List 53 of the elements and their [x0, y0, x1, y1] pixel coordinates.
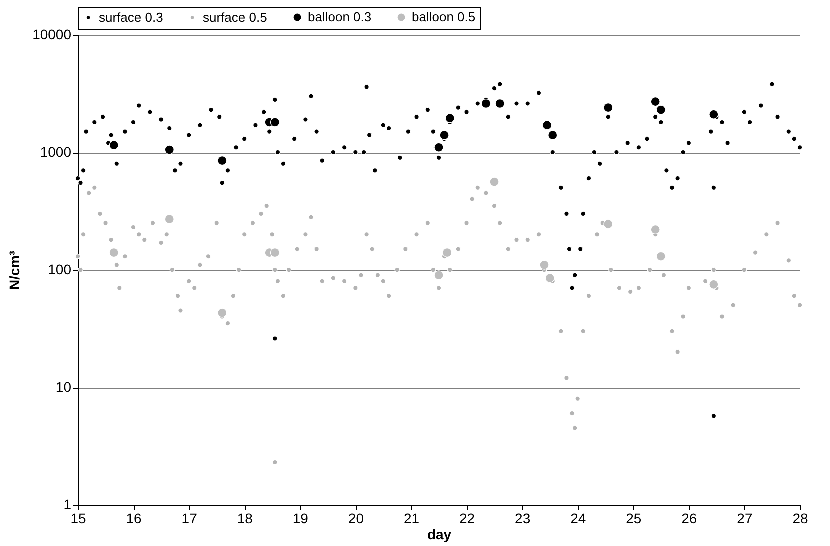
x-tick-label: 23 — [515, 510, 531, 526]
x-tick-label: 22 — [459, 510, 476, 526]
point — [270, 118, 280, 128]
point — [218, 308, 228, 318]
y-axis-title: N/cm³ — [6, 250, 23, 290]
point — [440, 130, 450, 140]
y-tick-label: 100 — [48, 262, 72, 278]
x-tick-label: 19 — [292, 510, 309, 526]
x-tick-label: 20 — [348, 510, 364, 526]
y-tick-label: 1 — [64, 496, 72, 512]
y-tick-label: 1000 — [40, 144, 72, 160]
x-tick-label: 17 — [182, 510, 198, 526]
x-tick-label: 16 — [126, 510, 142, 526]
point — [604, 103, 614, 113]
point — [164, 214, 174, 224]
point — [650, 225, 660, 235]
x-tick-label: 28 — [792, 510, 808, 526]
x-tick-label: 21 — [404, 510, 420, 526]
point — [548, 130, 558, 140]
x-tick-label: 15 — [70, 510, 86, 526]
x-tick-label: 18 — [237, 510, 254, 526]
point — [481, 98, 491, 109]
x-tick-label: 24 — [570, 510, 586, 526]
y-tick-label: 10 — [56, 379, 72, 395]
point — [542, 120, 552, 130]
point — [442, 248, 452, 258]
legend-label: surface 0.3 — [99, 10, 164, 25]
x-axis-title: day — [427, 526, 452, 542]
point — [270, 248, 280, 258]
point — [218, 156, 228, 166]
y-tick-label: 10000 — [32, 26, 72, 42]
point — [445, 114, 455, 124]
point — [656, 252, 666, 262]
legend-label: balloon 0.5 — [412, 10, 476, 25]
point — [709, 110, 719, 120]
point — [656, 105, 666, 115]
point — [604, 220, 614, 230]
x-tick-label: 26 — [682, 510, 698, 526]
x-tick-label: 27 — [737, 510, 753, 526]
point — [545, 274, 555, 284]
point — [490, 177, 500, 187]
x-tick-label: 25 — [626, 510, 642, 526]
point — [164, 145, 174, 155]
point — [109, 140, 119, 150]
point — [109, 248, 119, 258]
point — [650, 97, 660, 107]
point — [495, 98, 505, 109]
legend-label: balloon 0.3 — [308, 10, 372, 25]
point — [540, 260, 550, 270]
point — [434, 270, 444, 280]
legend-label: surface 0.5 — [203, 10, 268, 25]
point — [434, 142, 444, 152]
point — [709, 280, 719, 290]
